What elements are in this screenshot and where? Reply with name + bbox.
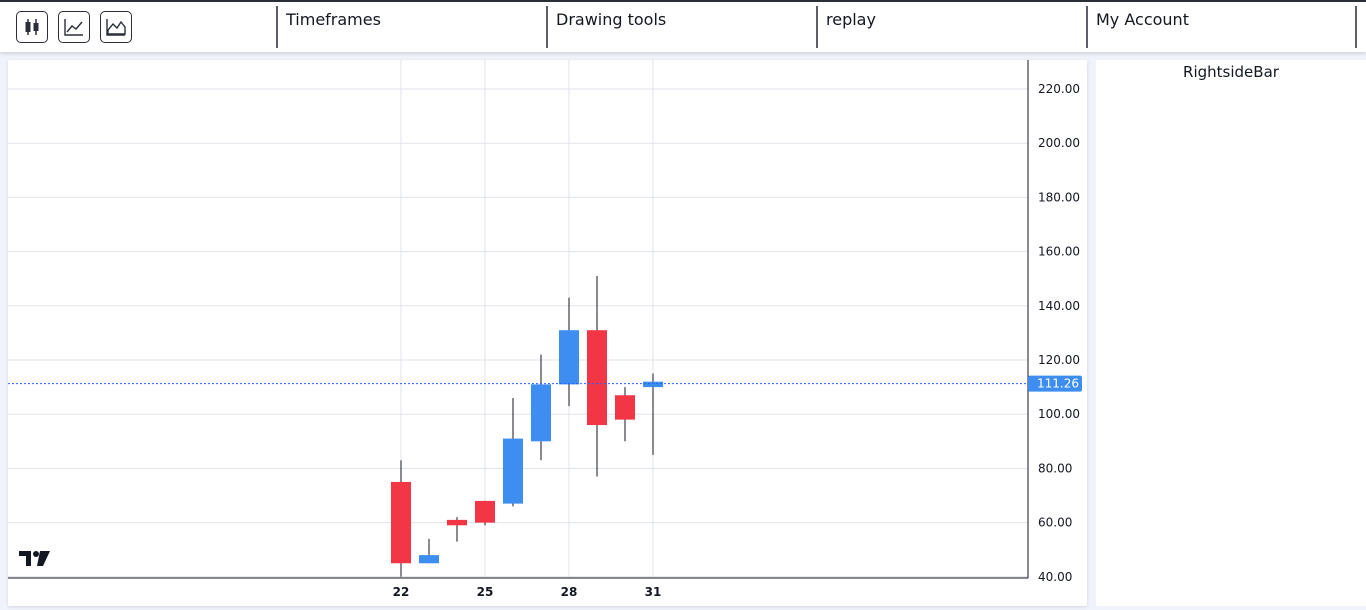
menu-timeframes[interactable]: Timeframes	[276, 6, 546, 48]
price-tick-label: 120.00	[1038, 353, 1080, 367]
time-tick-label: 31	[645, 585, 662, 599]
candle-body	[475, 500, 495, 523]
candle-body	[391, 481, 411, 564]
price-tick-label: 200.00	[1038, 136, 1080, 150]
last-price-marker: 111.26	[8, 375, 1082, 392]
candle-body	[559, 330, 579, 385]
candle-body	[615, 395, 635, 420]
time-tick-label: 22	[393, 585, 410, 599]
candle	[643, 373, 663, 455]
candlestick-chart-icon	[25, 19, 39, 35]
price-tick-label: 80.00	[1038, 461, 1072, 475]
candlestick-chart[interactable]: 220.00 200.00 180.00 160.00 140.00 120.00 100.…	[8, 60, 1087, 606]
price-tick-label: 60.00	[1038, 516, 1072, 530]
candle	[615, 387, 635, 442]
candle	[531, 354, 551, 461]
menu-replay-label: replay	[826, 10, 876, 29]
price-tick-label: 220.00	[1038, 82, 1080, 96]
right-sidebar-title: RightsideBar	[1183, 63, 1279, 81]
candle-body	[447, 519, 467, 526]
menu-divider	[1355, 6, 1357, 48]
candle	[447, 517, 467, 542]
candle	[391, 460, 411, 577]
candle	[475, 500, 495, 526]
chart-grid	[8, 60, 1028, 578]
time-tick-label: 28	[561, 585, 578, 599]
right-sidebar: RightsideBar	[1096, 60, 1366, 606]
candle	[419, 538, 439, 564]
top-toolbar: Timeframes Drawing tools replay My Accou…	[0, 0, 1366, 52]
menu-drawing-tools[interactable]: Drawing tools	[546, 6, 816, 48]
candle	[587, 275, 607, 477]
menu-replay[interactable]: replay	[816, 6, 1086, 48]
candlestick-chart-button[interactable]	[16, 11, 48, 43]
price-tick-label: 40.00	[1038, 570, 1072, 584]
candle-body	[587, 330, 607, 426]
chart-panel[interactable]: 220.00 200.00 180.00 160.00 140.00 120.00 100.…	[8, 60, 1087, 606]
price-tick-label: 100.00	[1038, 407, 1080, 421]
menu-timeframes-label: Timeframes	[286, 10, 381, 29]
menu-my-account[interactable]: My Account	[1086, 6, 1355, 48]
last-price-badge	[1028, 375, 1082, 392]
line-chart-button[interactable]	[58, 11, 90, 43]
price-tick-label: 160.00	[1038, 245, 1080, 259]
menu-my-account-label: My Account	[1096, 10, 1189, 29]
menu-drawing-tools-label: Drawing tools	[556, 10, 667, 29]
last-price-label: 111.26	[1037, 377, 1079, 391]
candle-body	[531, 384, 551, 442]
candle-body	[643, 381, 663, 388]
area-chart-button[interactable]	[100, 11, 132, 43]
candle-series	[391, 275, 663, 577]
time-tick-label: 25	[477, 585, 494, 599]
line-chart-icon	[64, 19, 83, 36]
tradingview-logo-icon[interactable]	[19, 550, 51, 567]
price-axis[interactable]: 220.00 200.00 180.00 160.00 140.00 120.00 100.…	[1027, 60, 1080, 584]
time-axis[interactable]: 22 25 28 31	[8, 577, 1028, 599]
candle-body	[503, 438, 523, 504]
area-chart-icon	[106, 19, 126, 36]
candle	[559, 297, 579, 407]
candle-body	[419, 555, 439, 564]
price-tick-label: 140.00	[1038, 299, 1080, 313]
price-tick-label: 180.00	[1038, 190, 1080, 204]
candle	[503, 397, 523, 507]
